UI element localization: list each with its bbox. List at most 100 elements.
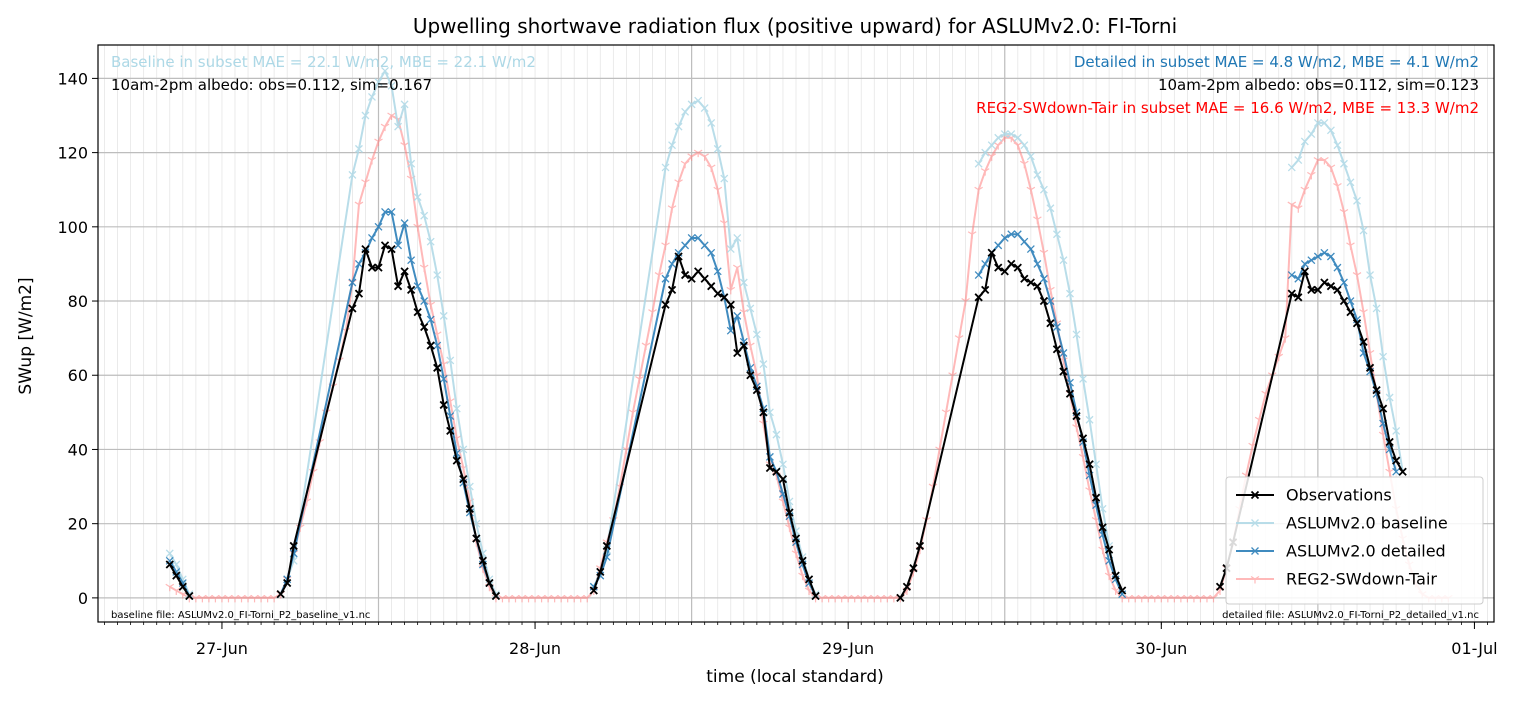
data-point bbox=[1020, 274, 1029, 283]
data-point bbox=[791, 534, 801, 543]
data-point bbox=[348, 170, 357, 179]
data-point bbox=[707, 248, 716, 257]
data-point bbox=[1372, 304, 1381, 313]
data-point bbox=[361, 111, 370, 120]
data-point bbox=[700, 153, 709, 161]
data-point bbox=[1209, 594, 1218, 603]
data-point bbox=[1052, 345, 1062, 354]
data-point bbox=[785, 508, 794, 517]
series-line bbox=[168, 563, 191, 597]
data-point bbox=[1326, 252, 1335, 261]
data-point bbox=[1020, 141, 1029, 150]
data-point bbox=[759, 360, 768, 369]
data-point bbox=[1372, 385, 1381, 395]
data-point bbox=[1013, 263, 1022, 272]
data-point bbox=[720, 174, 729, 183]
data-point bbox=[459, 475, 468, 484]
legend-label: ASLUMv2.0 baseline bbox=[1286, 514, 1448, 533]
data-point bbox=[400, 100, 409, 109]
data-point bbox=[1392, 426, 1401, 435]
data-point bbox=[354, 201, 364, 210]
legend: Observations ASLUMv2.0 baseline ASLUMv2.0 … bbox=[1225, 476, 1484, 605]
data-point bbox=[185, 591, 194, 601]
data-point bbox=[178, 582, 187, 591]
data-point bbox=[1333, 182, 1342, 191]
data-point bbox=[1313, 252, 1322, 261]
data-point bbox=[778, 475, 788, 484]
data-point bbox=[1366, 271, 1375, 280]
data-point bbox=[948, 372, 957, 380]
data-point bbox=[433, 363, 442, 372]
data-point bbox=[733, 233, 742, 242]
legend-item: Observations bbox=[1236, 486, 1392, 505]
data-point bbox=[1353, 196, 1361, 205]
data-point bbox=[1294, 274, 1303, 283]
x-tick-label: 28-Jun bbox=[509, 639, 561, 658]
x-tick-label: 01-Jul bbox=[1451, 639, 1497, 658]
data-point bbox=[1320, 278, 1329, 287]
data-point bbox=[387, 208, 396, 216]
data-point bbox=[713, 289, 722, 298]
data-point bbox=[472, 534, 481, 543]
data-point bbox=[909, 564, 918, 573]
legend-label: Observations bbox=[1286, 486, 1392, 505]
legend-swatch bbox=[1236, 519, 1274, 527]
data-point bbox=[1346, 178, 1355, 187]
data-point bbox=[433, 271, 442, 280]
data-point bbox=[674, 252, 683, 261]
data-point bbox=[1039, 296, 1049, 306]
data-point bbox=[1398, 467, 1407, 476]
data-point bbox=[746, 371, 755, 380]
data-point bbox=[961, 298, 970, 306]
data-point bbox=[393, 282, 403, 291]
data-point bbox=[387, 81, 396, 90]
data-point bbox=[739, 341, 748, 350]
data-point bbox=[407, 159, 416, 168]
data-point bbox=[1026, 186, 1036, 195]
data-point bbox=[739, 278, 748, 287]
data-point bbox=[994, 263, 1003, 272]
data-point bbox=[165, 549, 174, 558]
data-point bbox=[1007, 130, 1016, 139]
data-point bbox=[706, 164, 716, 172]
data-point bbox=[426, 341, 435, 350]
data-point bbox=[635, 375, 644, 384]
data-point bbox=[1326, 282, 1336, 291]
legend-item: ASLUMv2.0 detailed bbox=[1236, 542, 1446, 561]
data-point bbox=[1059, 367, 1068, 376]
data-point bbox=[361, 244, 370, 254]
data-point bbox=[713, 144, 722, 153]
data-point bbox=[1013, 230, 1022, 239]
baseline-albedo-annotation: 10am-2pm albedo: obs=0.112, sim=0.167 bbox=[111, 76, 432, 94]
data-point bbox=[1052, 230, 1061, 239]
data-point bbox=[1000, 267, 1009, 276]
data-point bbox=[1365, 363, 1375, 372]
data-point bbox=[465, 504, 474, 513]
data-point bbox=[400, 267, 409, 276]
data-point bbox=[367, 157, 377, 165]
legend-label: REG2-SWdown-Tair bbox=[1286, 570, 1437, 589]
data-point bbox=[1320, 118, 1329, 127]
data-point bbox=[1346, 297, 1355, 305]
data-point bbox=[1000, 233, 1009, 242]
data-point bbox=[687, 274, 696, 283]
data-point bbox=[1352, 319, 1362, 328]
data-point bbox=[420, 297, 429, 305]
data-point bbox=[491, 591, 501, 601]
data-point bbox=[368, 92, 376, 101]
data-point bbox=[1020, 160, 1029, 169]
legend-box bbox=[1225, 476, 1484, 605]
data-point bbox=[589, 586, 598, 595]
data-point bbox=[765, 408, 774, 417]
legend-swatch bbox=[1236, 547, 1274, 555]
data-point bbox=[1078, 434, 1088, 443]
data-point bbox=[1313, 118, 1322, 127]
x-tick-label: 29-Jun bbox=[822, 639, 874, 658]
data-point bbox=[1326, 164, 1336, 172]
data-point bbox=[993, 142, 1003, 150]
x-tick-label: 27-Jun bbox=[196, 639, 248, 658]
data-point bbox=[413, 223, 422, 232]
data-point bbox=[700, 274, 709, 283]
data-point bbox=[674, 179, 683, 187]
